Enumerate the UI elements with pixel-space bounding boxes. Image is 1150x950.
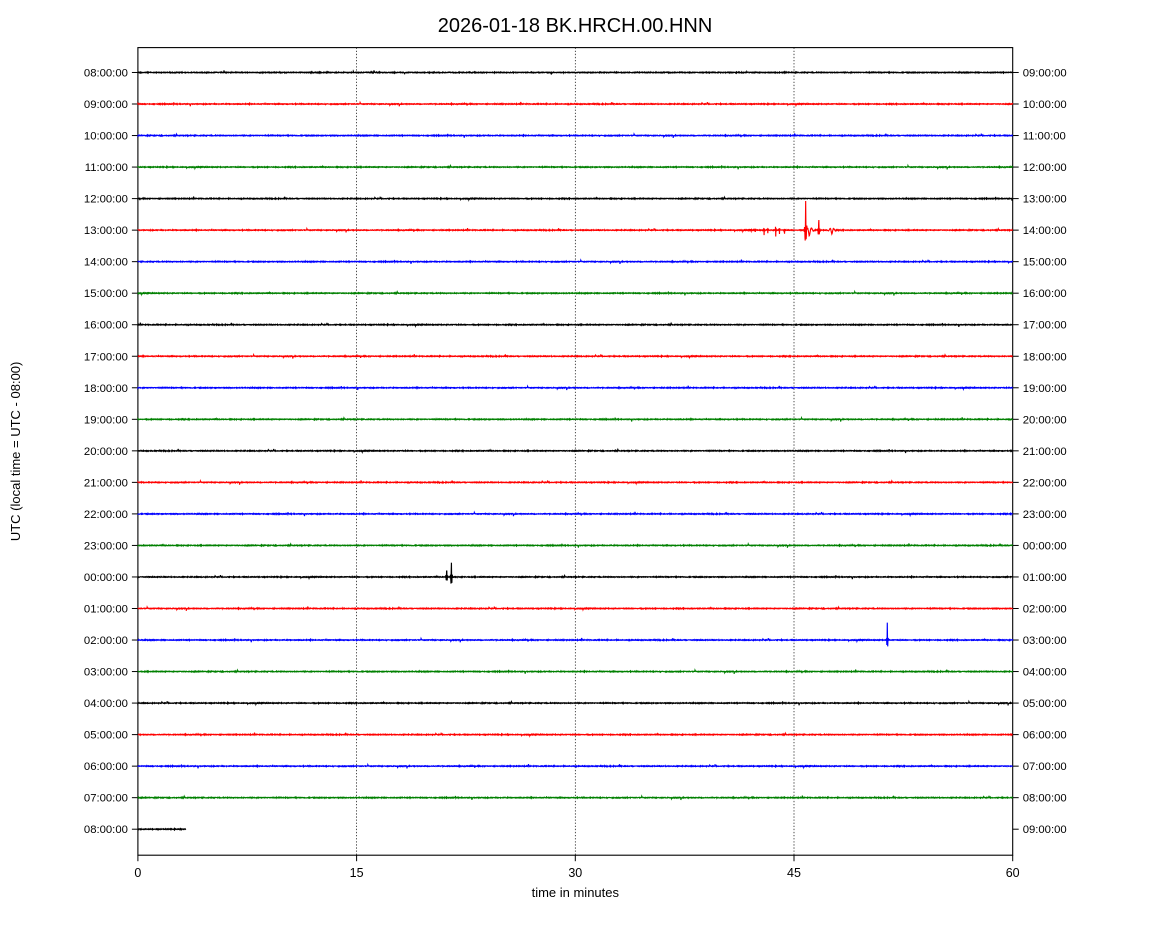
svg-text:05:00:00: 05:00:00 — [84, 730, 128, 742]
svg-text:11:00:00: 11:00:00 — [85, 162, 128, 174]
svg-text:20:00:00: 20:00:00 — [84, 446, 128, 458]
svg-text:14:00:00: 14:00:00 — [84, 257, 128, 269]
svg-text:00:00:00: 00:00:00 — [84, 572, 128, 584]
svg-text:01:00:00: 01:00:00 — [1023, 572, 1067, 584]
svg-text:08:00:00: 08:00:00 — [84, 824, 128, 836]
svg-text:04:00:00: 04:00:00 — [84, 698, 128, 710]
svg-text:05:00:00: 05:00:00 — [1023, 698, 1067, 710]
svg-text:20:00:00: 20:00:00 — [1023, 414, 1067, 426]
svg-text:01:00:00: 01:00:00 — [84, 603, 128, 615]
svg-text:16:00:00: 16:00:00 — [1023, 288, 1067, 300]
svg-text:19:00:00: 19:00:00 — [84, 414, 128, 426]
svg-text:03:00:00: 03:00:00 — [84, 667, 128, 679]
svg-text:04:00:00: 04:00:00 — [1023, 667, 1067, 679]
svg-text:15: 15 — [350, 866, 364, 880]
svg-text:23:00:00: 23:00:00 — [1023, 509, 1067, 521]
svg-text:07:00:00: 07:00:00 — [84, 793, 128, 805]
svg-text:06:00:00: 06:00:00 — [84, 761, 128, 773]
svg-text:15:00:00: 15:00:00 — [84, 288, 128, 300]
svg-text:21:00:00: 21:00:00 — [1023, 446, 1067, 458]
svg-text:23:00:00: 23:00:00 — [84, 540, 128, 552]
svg-text:02:00:00: 02:00:00 — [84, 635, 128, 647]
svg-text:18:00:00: 18:00:00 — [1023, 351, 1067, 363]
svg-text:09:00:00: 09:00:00 — [84, 99, 128, 111]
svg-text:16:00:00: 16:00:00 — [84, 320, 128, 332]
svg-text:13:00:00: 13:00:00 — [1023, 194, 1067, 206]
svg-text:08:00:00: 08:00:00 — [1023, 793, 1067, 805]
svg-text:02:00:00: 02:00:00 — [1023, 603, 1067, 615]
svg-text:0: 0 — [134, 866, 141, 880]
svg-text:18:00:00: 18:00:00 — [84, 383, 128, 395]
svg-text:UTC (local time = UTC - 08:00): UTC (local time = UTC - 08:00) — [8, 362, 23, 542]
svg-text:06:00:00: 06:00:00 — [1023, 730, 1067, 742]
svg-text:21:00:00: 21:00:00 — [84, 477, 128, 489]
svg-text:19:00:00: 19:00:00 — [1023, 383, 1067, 395]
svg-text:17:00:00: 17:00:00 — [1023, 320, 1067, 332]
svg-text:22:00:00: 22:00:00 — [1023, 477, 1067, 489]
svg-text:15:00:00: 15:00:00 — [1023, 257, 1067, 269]
svg-text:07:00:00: 07:00:00 — [1023, 761, 1067, 773]
svg-text:10:00:00: 10:00:00 — [1023, 99, 1067, 111]
svg-text:14:00:00: 14:00:00 — [1023, 225, 1067, 237]
svg-text:22:00:00: 22:00:00 — [84, 509, 128, 521]
svg-text:60: 60 — [1006, 866, 1020, 880]
svg-text:10:00:00: 10:00:00 — [84, 131, 128, 143]
svg-text:time in minutes: time in minutes — [532, 885, 620, 900]
svg-text:00:00:00: 00:00:00 — [1023, 540, 1067, 552]
svg-text:03:00:00: 03:00:00 — [1023, 635, 1067, 647]
svg-text:09:00:00: 09:00:00 — [1023, 67, 1067, 79]
svg-text:09:00:00: 09:00:00 — [1023, 824, 1067, 836]
svg-text:30: 30 — [568, 866, 582, 880]
svg-text:13:00:00: 13:00:00 — [84, 225, 128, 237]
svg-text:45: 45 — [787, 866, 801, 880]
svg-text:08:00:00: 08:00:00 — [84, 67, 128, 79]
svg-text:17:00:00: 17:00:00 — [84, 351, 128, 363]
svg-text:12:00:00: 12:00:00 — [1023, 162, 1067, 174]
svg-text:11:00:00: 11:00:00 — [1023, 131, 1066, 143]
svg-text:12:00:00: 12:00:00 — [84, 194, 128, 206]
